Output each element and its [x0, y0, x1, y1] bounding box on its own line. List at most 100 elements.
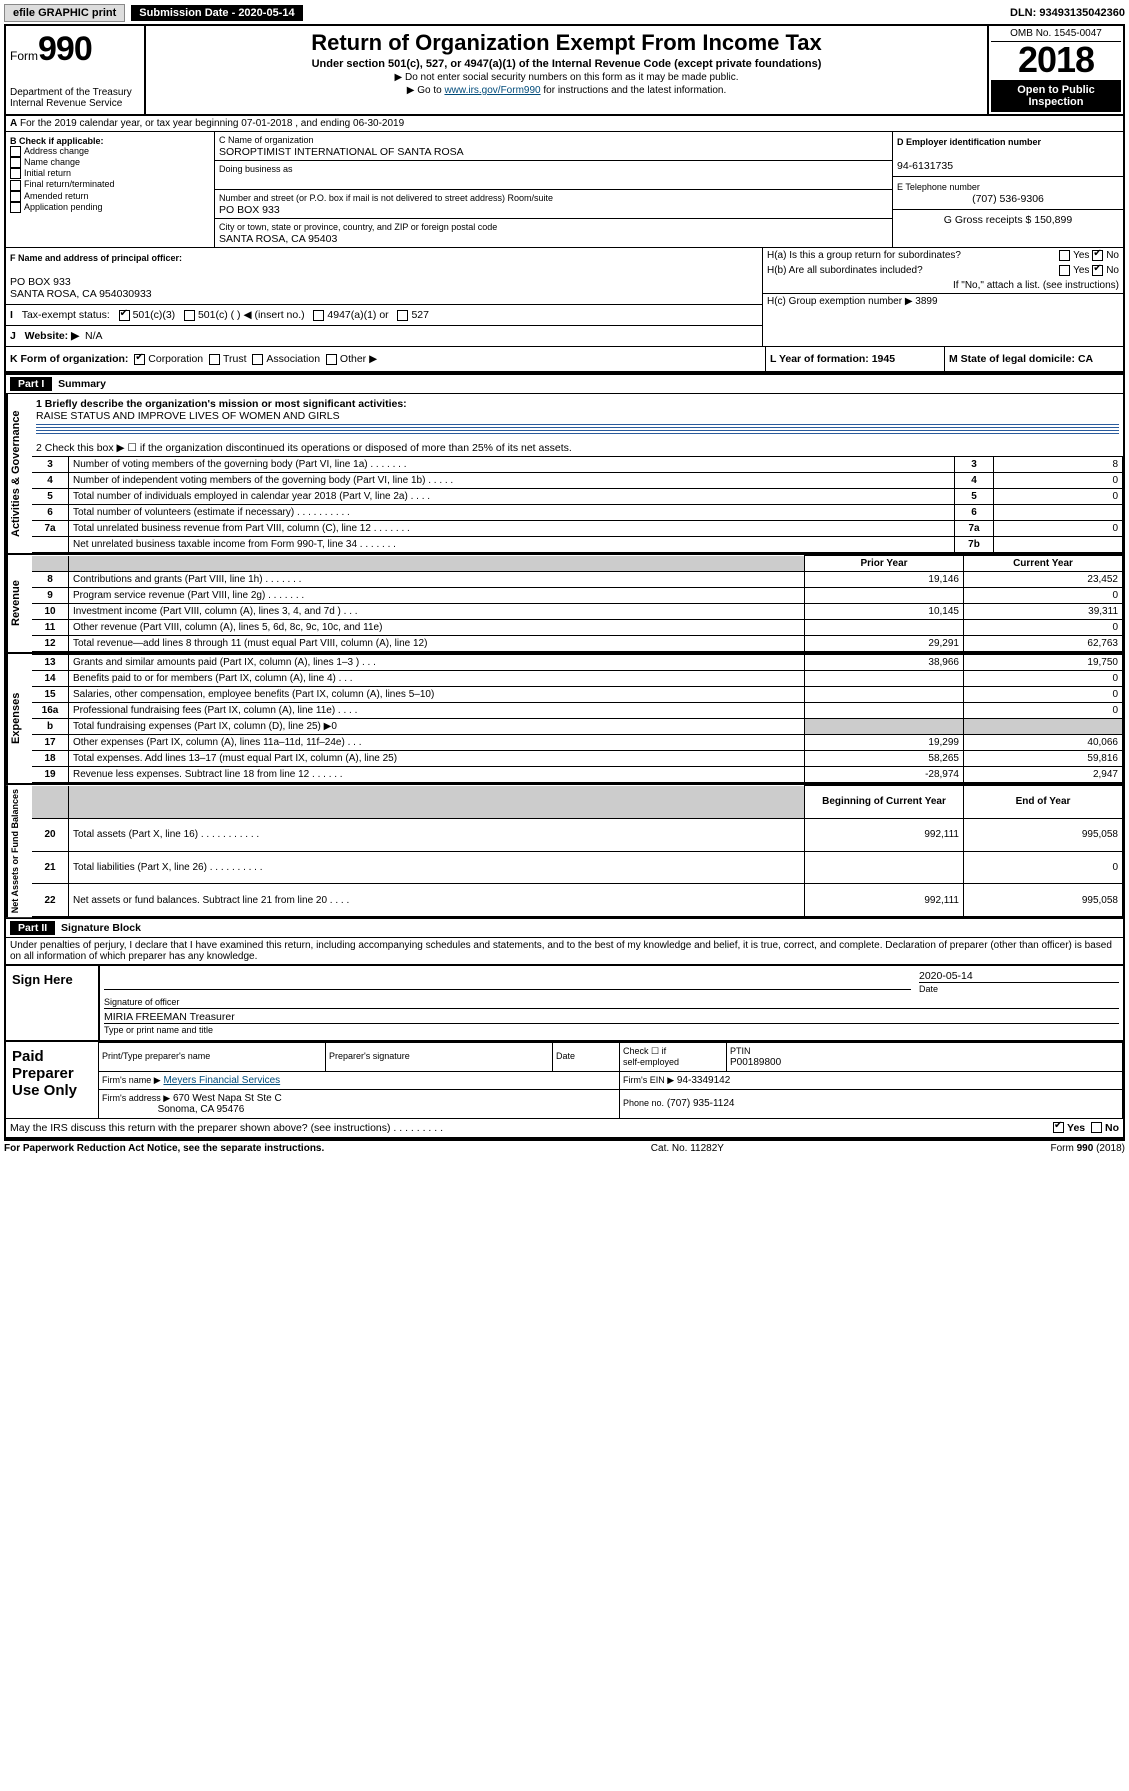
form-subtitle: Under section 501(c), 527, or 4947(a)(1)…	[150, 58, 983, 70]
hb-lbl: H(b) Are all subordinates included?	[767, 265, 923, 276]
k-assoc: Association	[266, 353, 320, 365]
i-501c: 501(c) ( ) ◀ (insert no.)	[198, 309, 305, 321]
m-state: M State of legal domicile: CA	[949, 353, 1093, 365]
b-opt: Amended return	[24, 191, 89, 201]
no: No	[1105, 1122, 1119, 1134]
website: N/A	[85, 330, 103, 342]
city-lbl: City or town, state or province, country…	[219, 222, 497, 232]
no: No	[1106, 265, 1119, 276]
officer-addr1: PO BOX 933	[10, 276, 71, 288]
org-city: SANTA ROSA, CA 95403	[219, 233, 337, 245]
no: No	[1106, 250, 1119, 261]
officer-name: MIRIA FREEMAN Treasurer	[104, 1011, 235, 1023]
phone-lbl: Phone no.	[623, 1098, 664, 1108]
j-lbl: Website: ▶	[25, 330, 80, 342]
sig-officer-lbl: Signature of officer	[104, 997, 179, 1007]
side-governance: Activities & Governance	[6, 394, 32, 553]
firm-ein-lbl: Firm's EIN ▶	[623, 1075, 674, 1085]
discuss-q: May the IRS discuss this return with the…	[10, 1122, 443, 1134]
part2-hdr: Part II	[10, 921, 55, 935]
firm-phone: (707) 935-1124	[667, 1098, 735, 1109]
h-note: If "No," attach a list. (see instruction…	[953, 280, 1119, 291]
p1-l2: 2 Check this box ▶ ☐ if the organization…	[32, 440, 1123, 456]
k-trust: Trust	[223, 353, 247, 365]
org-addr: PO BOX 933	[219, 204, 280, 216]
officer-addr2: SANTA ROSA, CA 954030933	[10, 288, 152, 300]
side-revenue: Revenue	[6, 555, 32, 652]
note-goto-a: ▶ Go to	[407, 85, 445, 96]
i-527: 527	[411, 309, 429, 321]
note-goto-b: for instructions and the latest informat…	[541, 85, 727, 96]
note-ssn: ▶ Do not enter social security numbers o…	[150, 72, 983, 83]
b-opt: Address change	[24, 146, 89, 156]
foot-form: Form 990 (2018)	[1051, 1143, 1125, 1154]
prep-h3: Date	[556, 1051, 575, 1061]
b-opt: Final return/terminated	[24, 179, 115, 189]
ha-lbl: H(a) Is this a group return for subordin…	[767, 250, 961, 261]
prep-h2: Preparer's signature	[329, 1051, 410, 1061]
sign-here: Sign Here	[6, 966, 98, 1040]
b-opt: Initial return	[24, 168, 71, 178]
paid-preparer-lbl: Paid Preparer Use Only	[6, 1042, 98, 1118]
k-other: Other ▶	[340, 353, 377, 365]
open-public: Open to Public Inspection	[991, 80, 1121, 112]
firm-name[interactable]: Meyers Financial Services	[163, 1075, 280, 1086]
prep-h1: Print/Type preparer's name	[102, 1051, 210, 1061]
l-year: L Year of formation: 1945	[770, 353, 895, 365]
prep-h4a: Check ☐ if	[623, 1046, 666, 1056]
efile-btn[interactable]: efile GRAPHIC print	[4, 4, 125, 22]
dept-treasury: Department of the Treasury Internal Reve…	[10, 87, 140, 109]
foot-cat: Cat. No. 11282Y	[651, 1143, 724, 1154]
e-tel-lbl: E Telephone number	[897, 182, 980, 192]
tax-year: 2018	[991, 42, 1121, 78]
mission: RAISE STATUS AND IMPROVE LIVES OF WOMEN …	[36, 410, 340, 422]
date-lbl: Date	[919, 984, 938, 994]
b-label: B Check if applicable:	[10, 136, 104, 146]
hc-lbl: H(c) Group exemption number ▶ 3899	[767, 296, 938, 307]
i-lbl: Tax-exempt status:	[22, 309, 110, 321]
k-lbl: K Form of organization:	[10, 353, 128, 365]
dba-lbl: Doing business as	[219, 164, 293, 174]
k-corp: Corporation	[148, 353, 203, 365]
firm-lbl: Firm's name ▶	[102, 1075, 161, 1085]
ptin: P00189800	[730, 1057, 781, 1068]
dln: DLN: 93493135042360	[1010, 7, 1125, 19]
line-a: A For the 2019 calendar year, or tax yea…	[6, 116, 1123, 132]
i-501c3: 501(c)(3)	[133, 309, 176, 321]
telephone: (707) 536-9306	[897, 193, 1119, 205]
f-lbl: F Name and address of principal officer:	[10, 253, 182, 263]
org-name: SOROPTIMIST INTERNATIONAL OF SANTA ROSA	[219, 146, 464, 158]
form-word: Form	[10, 49, 38, 63]
addr-lbl: Number and street (or P.O. box if mail i…	[219, 193, 553, 203]
form-number: 990	[38, 30, 92, 69]
p1-l1a: 1 Briefly describe the organization's mi…	[36, 398, 407, 410]
submission-date: Submission Date - 2020-05-14	[131, 5, 302, 21]
b-opt: Name change	[24, 157, 80, 167]
part1-hdr: Part I	[10, 377, 52, 391]
form-title: Return of Organization Exempt From Incom…	[150, 30, 983, 56]
part2-title: Signature Block	[61, 922, 141, 934]
i-4947: 4947(a)(1) or	[327, 309, 388, 321]
yes: Yes	[1067, 1122, 1085, 1134]
side-expenses: Expenses	[6, 654, 32, 783]
prep-h4b: self-employed	[623, 1057, 679, 1067]
firm-addr1: 670 West Napa St Ste C	[173, 1093, 282, 1104]
firm-addr-lbl: Firm's address ▶	[102, 1093, 170, 1103]
ptin-lbl: PTIN	[730, 1046, 751, 1056]
yes: Yes	[1073, 250, 1089, 261]
yes: Yes	[1073, 265, 1089, 276]
sig-date: 2020-05-14	[919, 970, 973, 982]
firm-addr2: Sonoma, CA 95476	[158, 1104, 245, 1115]
foot-left: For Paperwork Reduction Act Notice, see …	[4, 1143, 324, 1154]
name-title-lbl: Type or print name and title	[104, 1025, 213, 1035]
irs-link[interactable]: www.irs.gov/Form990	[444, 85, 540, 96]
c-name-lbl: C Name of organization	[219, 135, 314, 145]
ein: 94-6131735	[897, 160, 953, 172]
part1-title: Summary	[58, 378, 106, 390]
b-opt: Application pending	[24, 202, 103, 212]
g-gross: G Gross receipts $ 150,899	[944, 214, 1072, 226]
firm-ein: 94-3349142	[677, 1075, 730, 1086]
side-netassets: Net Assets or Fund Balances	[6, 785, 32, 917]
d-ein-lbl: D Employer identification number	[897, 137, 1041, 147]
perjury: Under penalties of perjury, I declare th…	[6, 938, 1123, 964]
